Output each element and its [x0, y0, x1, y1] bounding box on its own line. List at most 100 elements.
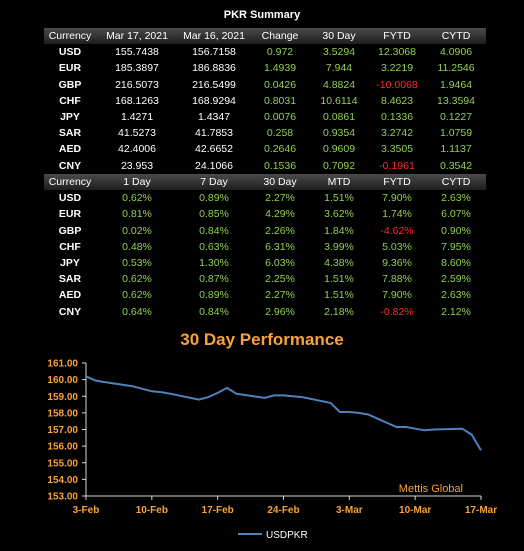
y-tick-label: 157.00	[47, 425, 78, 436]
y-tick-label: 153.00	[47, 492, 78, 503]
table-cell: 7.88%	[382, 273, 412, 286]
table-cell: 0.0076	[263, 111, 297, 124]
table-cell: 11.2546	[437, 62, 475, 75]
column-header: 30 Day	[310, 28, 368, 45]
currency-code: JPY	[60, 111, 80, 124]
table-cell: 0.62%	[122, 192, 152, 205]
currency-code: GBP	[58, 78, 82, 91]
column-header: 1 Day	[96, 174, 178, 191]
x-tick-label: 10-Feb	[136, 505, 168, 516]
table-cell: 2.12%	[441, 305, 471, 318]
table-row: JPY 0.53% 1.30% 6.03% 4.38% 9.36% 8.60%	[44, 255, 486, 271]
table-cell: 0.87%	[199, 273, 229, 286]
table-cell: 12.3068	[378, 46, 416, 59]
table-cell: 24.1066	[195, 159, 233, 172]
table-cell: 0.1536	[263, 159, 297, 172]
table-cell: 216.5073	[115, 78, 159, 91]
table-cell: 2.96%	[265, 305, 295, 318]
table-cell: 0.8031	[263, 94, 297, 107]
currency-code: USD	[58, 46, 82, 59]
x-tick-label: 17-Mar	[465, 505, 497, 516]
table-cell: 10.6114	[320, 94, 358, 107]
table-row: CHF 168.1263 168.9294 0.8031 10.6114 8.4623 13…	[44, 93, 486, 109]
table-cell: 4.0906	[439, 46, 473, 59]
currency-code: CHF	[59, 94, 81, 107]
table-cell: 2.63%	[441, 289, 471, 302]
table-cell: 0.2646	[263, 143, 297, 156]
y-tick-label: 155.00	[47, 458, 78, 469]
table-row: GBP 0.02% 0.84% 2.26% 1.84% -4.62% 0.90%	[44, 223, 486, 239]
column-header: FYTD	[368, 174, 426, 191]
table-cell: 41.5273	[118, 127, 156, 140]
table-cell: 0.64%	[122, 305, 152, 318]
table-cell: 0.90%	[441, 224, 471, 237]
table-cell: 3.2219	[380, 62, 414, 75]
table-cell: 0.9609	[322, 143, 356, 156]
table-cell: 8.60%	[441, 257, 471, 270]
table-cell: 2.59%	[441, 273, 471, 286]
table-cell: 0.3542	[439, 159, 473, 172]
y-tick-label: 160.00	[47, 375, 78, 386]
column-header: Mar 17, 2021	[96, 28, 178, 45]
table-row: EUR 0.81% 0.85% 4.29% 3.62% 1.74% 6.07%	[44, 206, 486, 222]
table-cell: 7.90%	[382, 192, 412, 205]
table-cell: 3.99%	[324, 240, 354, 253]
table-cell: 186.8836	[192, 62, 236, 75]
table-row: SAR 0.62% 0.87% 2.25% 1.51% 7.88% 2.59%	[44, 271, 486, 287]
pkr-summary-table: Currency Mar 17, 2021 Mar 16, 2021 Change 30…	[44, 28, 486, 174]
table-cell: 1.1137	[440, 143, 472, 156]
performance-header-row: Currency 1 Day 7 Day 30 Day MTD FYTD CYTD	[44, 174, 486, 191]
table-cell: 2.27%	[265, 192, 295, 205]
table-cell: 0.48%	[122, 240, 152, 253]
x-tick-label: 3-Mar	[336, 505, 363, 516]
currency-code: GBP	[58, 224, 82, 237]
pkr-performance-table: Currency 1 Day 7 Day 30 Day MTD FYTD CYTD USD 0…	[44, 174, 486, 320]
table-cell: 0.0861	[322, 111, 356, 124]
table-cell: 8.4623	[380, 94, 414, 107]
table-cell: 3.2742	[380, 127, 414, 140]
table-row: GBP 216.5073 216.5499 0.0426 4.8824 -10.0068 1…	[44, 77, 486, 93]
table-cell: 0.9354	[322, 127, 356, 140]
table-cell: 0.0426	[263, 78, 297, 91]
table-cell: 41.7853	[195, 127, 233, 140]
x-tick-label: 10-Mar	[399, 505, 431, 516]
currency-code: JPY	[60, 257, 80, 270]
table-cell: 0.62%	[122, 273, 152, 286]
currency-code: USD	[58, 192, 82, 205]
table-cell: 0.63%	[199, 240, 229, 253]
table-row: CNY 23.953 24.1066 0.1536 0.7092 -0.1961 0.354…	[44, 158, 486, 174]
table-cell: 2.63%	[441, 192, 471, 205]
table-row: CHF 0.48% 0.63% 6.31% 3.99% 5.03% 7.95%	[44, 239, 486, 255]
column-header: Mar 16, 2021	[178, 28, 250, 45]
table-cell: 1.51%	[324, 273, 354, 286]
column-header: CYTD	[426, 28, 486, 45]
table-cell: 2.25%	[265, 273, 295, 286]
table-cell: -0.82%	[380, 305, 414, 318]
column-header: CYTD	[426, 174, 486, 191]
table-row: USD 155.7438 156.7158 0.972 3.5294 12.3068 4.0…	[44, 44, 486, 60]
y-tick-label: 156.00	[47, 442, 78, 453]
currency-code: EUR	[58, 62, 82, 75]
y-axis: 153.00 154.00 155.00 156.00 157.00 158.00 159.…	[47, 359, 87, 503]
currency-code: AED	[58, 289, 82, 302]
table-cell: -10.0068	[376, 78, 418, 91]
table-cell: 0.1227	[439, 111, 473, 124]
table-cell: 0.53%	[122, 257, 152, 270]
column-header: Currency	[44, 28, 96, 45]
currency-code: SAR	[58, 127, 82, 140]
table-cell: 1.84%	[324, 224, 354, 237]
table-cell: 0.02%	[122, 224, 152, 237]
table-cell: 0.258	[266, 127, 294, 140]
table-cell: 3.3505	[380, 143, 414, 156]
table-cell: 1.51%	[324, 289, 354, 302]
y-tick-label: 159.00	[47, 392, 78, 403]
column-header: Change	[250, 28, 310, 45]
table-cell: 155.7438	[115, 46, 159, 59]
table-row: AED 42.4006 42.6652 0.2646 0.9609 3.3505 1.113…	[44, 141, 486, 157]
table-cell: 9.36%	[382, 257, 412, 270]
table-cell: 4.29%	[265, 208, 295, 221]
table-cell: 2.26%	[265, 224, 295, 237]
x-axis: 3-Feb 10-Feb 17-Feb 24-Feb 3-Mar 10-Mar 17-Mar	[73, 495, 497, 516]
table-cell: 4.38%	[324, 257, 354, 270]
